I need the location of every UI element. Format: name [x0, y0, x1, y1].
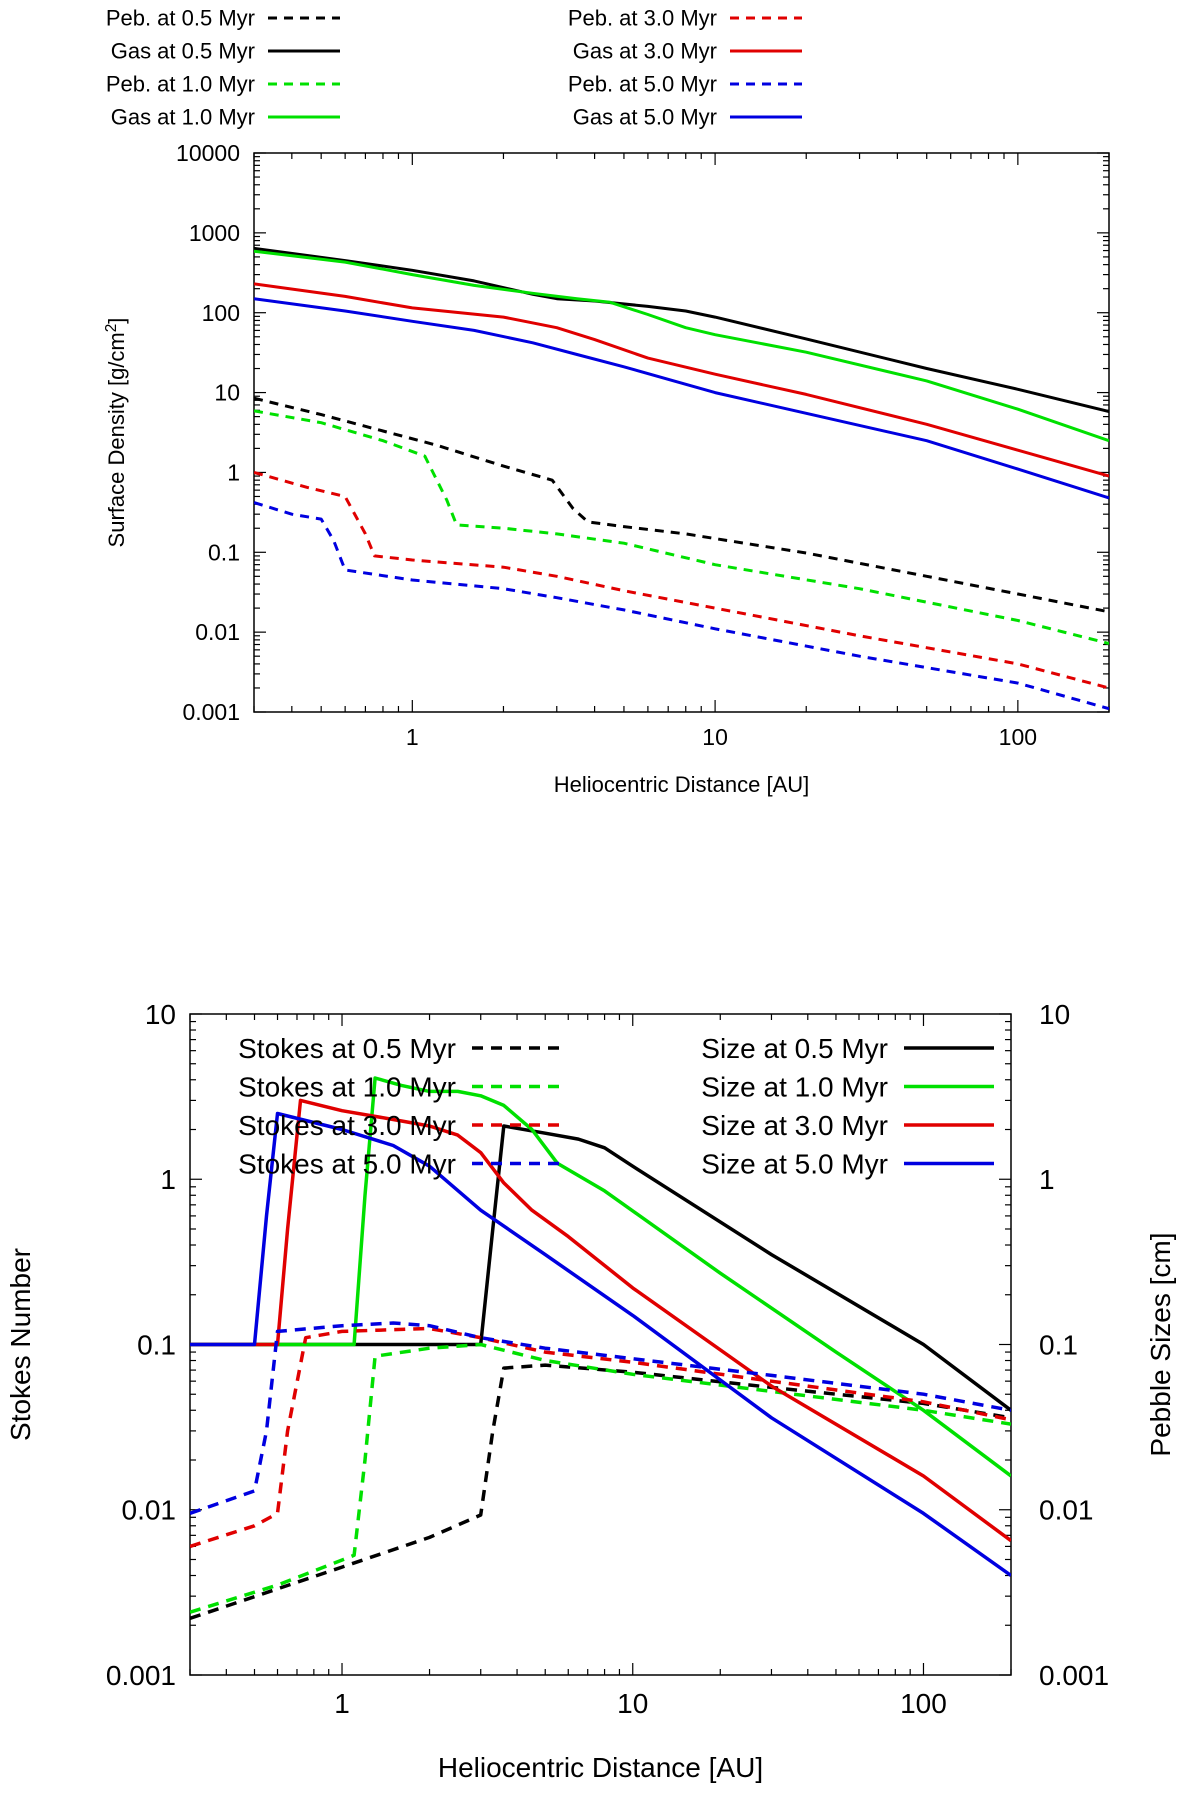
chart2-legend-label: Stokes at 3.0 Myr	[238, 1110, 456, 1141]
chart2-x-axis-label: Heliocentric Distance [AU]	[438, 1752, 763, 1783]
chart2-legend-label: Stokes at 0.5 Myr	[238, 1033, 456, 1064]
chart2-y-tick-label: 1	[160, 1164, 176, 1195]
chart2-x-tick-label: 100	[900, 1688, 947, 1719]
chart2-series-stokes-at-0-5-myr	[190, 1363, 1011, 1621]
chart1-x-axis-label: Heliocentric Distance [AU]	[554, 772, 810, 797]
chart2-y-axis-label: Stokes Number	[5, 1248, 36, 1441]
chart2-series-stokes-at-5-0-myr	[190, 1321, 1011, 1516]
chart1-legend-label: Peb. at 1.0 Myr	[106, 72, 255, 97]
chart1-y-tick-label: 10	[214, 380, 240, 406]
chart1-series-peb-at-1-0-myr	[254, 409, 1109, 645]
chart2-legend-label: Size at 1.0 Myr	[701, 1071, 888, 1102]
chart1-y-tick-label: 1000	[189, 220, 240, 246]
chart1-x-tick-label: 100	[999, 724, 1037, 750]
chart1-x-tick-label: 1	[406, 724, 419, 750]
chart2-x-tick-label: 1	[334, 1688, 350, 1719]
chart2-series-size-at-5-0-myr	[190, 1111, 1011, 1577]
chart1-series-peb-at-3-0-myr	[254, 470, 1109, 690]
chart1-x-tick-label: 10	[702, 724, 728, 750]
chart1-legend-label: Gas at 0.5 Myr	[111, 39, 255, 64]
chart1-series-gas-at-5-0-myr	[254, 297, 1109, 500]
chart2-y-tick-label: 0.1	[137, 1329, 176, 1360]
chart1-legend-label: Gas at 1.0 Myr	[111, 105, 255, 130]
chart2-x-tick-label: 10	[617, 1688, 648, 1719]
chart1-legend-label: Gas at 3.0 Myr	[573, 39, 717, 64]
chart2-series-size-at-3-0-myr	[190, 1098, 1011, 1543]
chart1-legend-label: Gas at 5.0 Myr	[573, 105, 717, 130]
chart2-y-axis-label-text: Stokes Number	[5, 1248, 36, 1441]
chart1-y-axis-label-end: ]	[104, 318, 129, 324]
chart1-legend-label: Peb. at 5.0 Myr	[568, 72, 717, 97]
chart2-y2-tick-label: 0.01	[1039, 1495, 1094, 1526]
chart2-y2-tick-label: 0.001	[1039, 1660, 1109, 1691]
chart1-y-axis-label-text: Surface Density [g/cm	[104, 332, 129, 547]
chart2-y-tick-label: 0.001	[106, 1660, 176, 1691]
chart2-y2-tick-label: 1	[1039, 1164, 1055, 1195]
chart1-legend-label: Peb. at 3.0 Myr	[568, 6, 717, 31]
chart2-legend-label: Size at 0.5 Myr	[701, 1033, 888, 1064]
chart1-y-axis-label-sup: 2	[103, 324, 120, 333]
chart1-series-gas-at-1-0-myr	[254, 249, 1109, 443]
chart2-legend-label: Size at 5.0 Myr	[701, 1148, 888, 1179]
chart1-y-axis-label: Surface Density [g/cm2]	[103, 318, 129, 548]
chart1-y-tick-label: 100	[202, 300, 240, 326]
chart1-y-tick-label: 10000	[176, 140, 240, 166]
chart2-legend-label: Size at 3.0 Myr	[701, 1110, 888, 1141]
chart1-frame	[253, 152, 1110, 713]
chart2-series-stokes-at-1-0-myr	[190, 1342, 1011, 1614]
chart2-y2-axis-label: Pebble Sizes [cm]	[1145, 1232, 1176, 1456]
chart1-series-peb-at-0-5-myr	[254, 396, 1109, 614]
chart2-y-tick-label: 0.01	[122, 1495, 177, 1526]
chart2-y-tick-label: 10	[145, 999, 176, 1030]
chart1-y-tick-label: 0.001	[182, 699, 240, 725]
chart2-series-stokes-at-3-0-myr	[190, 1326, 1011, 1549]
chart2-legend-label: Stokes at 1.0 Myr	[238, 1071, 456, 1102]
chart2-legend-label: Stokes at 5.0 Myr	[238, 1148, 456, 1179]
chart1-series-gas-at-3-0-myr	[254, 282, 1109, 478]
chart1-y-tick-label: 0.1	[208, 539, 240, 565]
chart1-y-tick-label: 1	[227, 459, 240, 485]
chart1-legend-label: Peb. at 0.5 Myr	[106, 6, 255, 31]
chart1-y-tick-label: 0.01	[195, 619, 240, 645]
chart1-series-gas-at-0-5-myr	[254, 246, 1109, 413]
chart1-series-peb-at-5-0-myr	[254, 501, 1109, 711]
chart2-y2-tick-label: 0.1	[1039, 1329, 1078, 1360]
chart2-y2-tick-label: 10	[1039, 999, 1070, 1030]
